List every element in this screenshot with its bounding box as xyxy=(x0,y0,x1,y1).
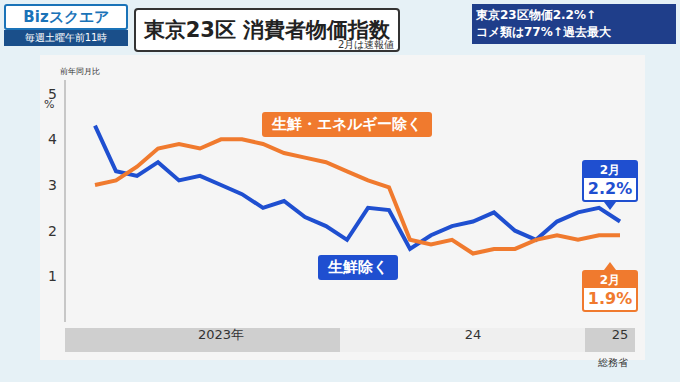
svg-text:1: 1 xyxy=(48,268,57,284)
html-text:2月: 2月 xyxy=(599,273,621,287)
svg-text:5: 5 xyxy=(48,86,57,102)
svg-text:4: 4 xyxy=(48,131,57,147)
svg-text:3: 3 xyxy=(48,177,57,193)
html-text:2月は速報値: 2月は速報値 xyxy=(338,39,395,50)
svg-text:24: 24 xyxy=(465,327,482,342)
html-text:コメ類は77%↑過去最大: コメ類は77%↑過去最大 xyxy=(476,25,611,39)
html-text:2.2%: 2.2% xyxy=(587,179,633,198)
html-text:1.9%: 1.9% xyxy=(587,289,633,308)
html-text:前年同月比: 前年同月比 xyxy=(60,67,100,76)
svg-text:2023年: 2023年 xyxy=(198,327,244,342)
html-text:東京23区 消費者物価指数: 東京23区 消費者物価指数 xyxy=(143,18,391,42)
html-text:生鮮除く: 生鮮除く xyxy=(328,258,388,276)
html-text:2月: 2月 xyxy=(599,163,621,177)
html-text:東京23区物価2.2%↑: 東京23区物価2.2%↑ xyxy=(476,8,596,22)
html-text:生鮮・エネルギー除く: 生鮮・エネルギー除く xyxy=(272,115,422,133)
svg-text:25: 25 xyxy=(612,327,629,342)
html-text:総務省: 総務省 xyxy=(598,357,628,368)
svg-text:2: 2 xyxy=(48,223,57,239)
html-text:Bizスクエア: Bizスクエア xyxy=(23,8,109,26)
html-text:毎週土曜午前11時: 毎週土曜午前11時 xyxy=(24,32,108,43)
